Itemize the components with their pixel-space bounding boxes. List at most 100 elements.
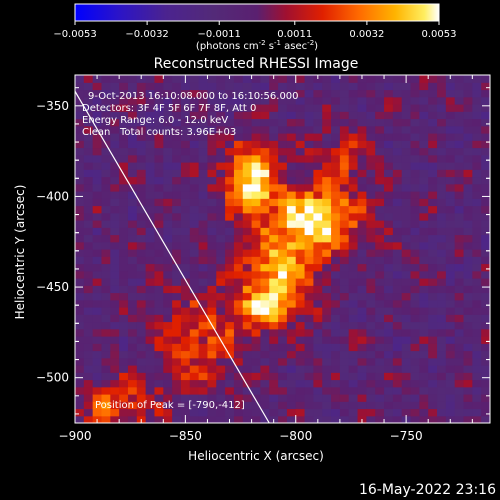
time-range-label: 9-Oct-2013 16:10:08.000 to 16:10:56.000 (88, 91, 299, 102)
heatmap-cell (92, 321, 103, 330)
heatmap-cell (83, 154, 94, 163)
heatmap-cell (437, 183, 447, 192)
heatmap-cell (269, 278, 279, 286)
heatmap-cell (401, 227, 412, 236)
heatmap-cell (269, 154, 279, 163)
heatmap-cell (437, 89, 447, 98)
heatmap-cell (83, 198, 94, 207)
heatmap-cell (401, 241, 412, 250)
heatmap-cell (401, 328, 412, 337)
heatmap-cell (145, 169, 156, 178)
heatmap-cell (410, 372, 420, 381)
heatmap-cell (216, 408, 226, 417)
heatmap-cell (392, 82, 403, 91)
heatmap-cell (472, 241, 482, 250)
heatmap-cell (401, 198, 412, 207)
heatmap-cell (92, 220, 103, 228)
heatmap-cell (242, 191, 253, 199)
heatmap-cell (233, 270, 244, 279)
heatmap-cell (180, 343, 191, 352)
heatmap-cell (216, 162, 226, 170)
heatmap-cell (401, 379, 412, 388)
heatmap-cell (189, 379, 200, 388)
heatmap-cell (472, 234, 482, 243)
heatmap-cell (180, 328, 191, 337)
heatmap-cell (339, 357, 350, 366)
heatmap-cell (472, 256, 482, 265)
heatmap-cell (189, 394, 200, 402)
heatmap-cell (189, 104, 200, 112)
heatmap-cell (207, 256, 217, 265)
heatmap-cell (437, 314, 447, 323)
heatmap-cell (75, 75, 85, 83)
heatmap-cell (260, 154, 270, 163)
heatmap-cell (384, 386, 394, 395)
heatmap-cell (339, 379, 350, 388)
heatmap-cell (454, 89, 465, 98)
heatmap-cell (322, 394, 332, 402)
heatmap-cell (127, 89, 138, 98)
heatmap-cell (127, 176, 138, 185)
heatmap-cell (454, 198, 465, 207)
heatmap-cell (233, 292, 244, 301)
heatmap-cell (428, 321, 438, 330)
heatmap-cell (180, 198, 191, 207)
heatmap-cell (463, 82, 473, 91)
heatmap-cell (286, 147, 297, 156)
heatmap-cell (92, 263, 103, 272)
heatmap-cell (154, 140, 164, 149)
heatmap-cell (375, 140, 385, 149)
heatmap-cell (278, 249, 288, 257)
heatmap-cell (92, 350, 103, 359)
heatmap-cell (127, 386, 138, 395)
heatmap-cell (198, 270, 209, 279)
heatmap-cell (154, 176, 164, 185)
heatmap-cell (472, 328, 482, 337)
heatmap-cell (136, 176, 147, 185)
heatmap-cell (198, 343, 209, 352)
heatmap-cell (410, 256, 420, 265)
heatmap-cell (286, 205, 297, 214)
heatmap-cell (189, 162, 200, 170)
heatmap-cell (339, 162, 350, 170)
heatmap-cell (463, 401, 473, 410)
heatmap-cell (401, 125, 412, 134)
heatmap-cell (154, 256, 164, 265)
heatmap-cell (295, 154, 306, 163)
heatmap-cell (163, 176, 173, 185)
heatmap-cell (136, 220, 147, 228)
heatmap-cell (428, 169, 438, 178)
heatmap-cell (145, 365, 156, 373)
heatmap-cell (401, 314, 412, 323)
heatmap-cell (154, 336, 164, 344)
heatmap-cell (304, 285, 314, 294)
heatmap-cell (136, 82, 147, 91)
heatmap-cell (242, 415, 253, 423)
heatmap-cell (375, 415, 385, 423)
heatmap-cell (242, 162, 253, 170)
heatmap-cell (83, 263, 94, 272)
heatmap-cell (172, 147, 182, 156)
heatmap-cell (454, 176, 465, 185)
heatmap-cell (163, 183, 173, 192)
heatmap-cell (119, 96, 129, 105)
heatmap-cell (101, 336, 111, 344)
heatmap-cell (295, 328, 306, 337)
heatmap-cell (180, 292, 191, 301)
heatmap-cell (401, 285, 412, 294)
heatmap-cell (145, 183, 156, 192)
heatmap-cell (127, 205, 138, 214)
heatmap-cell (384, 343, 394, 352)
heatmap-cell (154, 191, 164, 199)
heatmap-cell (136, 104, 147, 112)
heatmap-cell (136, 89, 147, 98)
heatmap-cell (119, 183, 129, 192)
heatmap-cell (216, 183, 226, 192)
heatmap-cell (463, 154, 473, 163)
heatmap-cell (375, 394, 385, 402)
heatmap-cell (357, 372, 367, 381)
heatmap-cell (83, 220, 94, 228)
heatmap-cell (75, 394, 85, 402)
heatmap-cell (410, 191, 420, 199)
heatmap-cell (260, 350, 270, 359)
